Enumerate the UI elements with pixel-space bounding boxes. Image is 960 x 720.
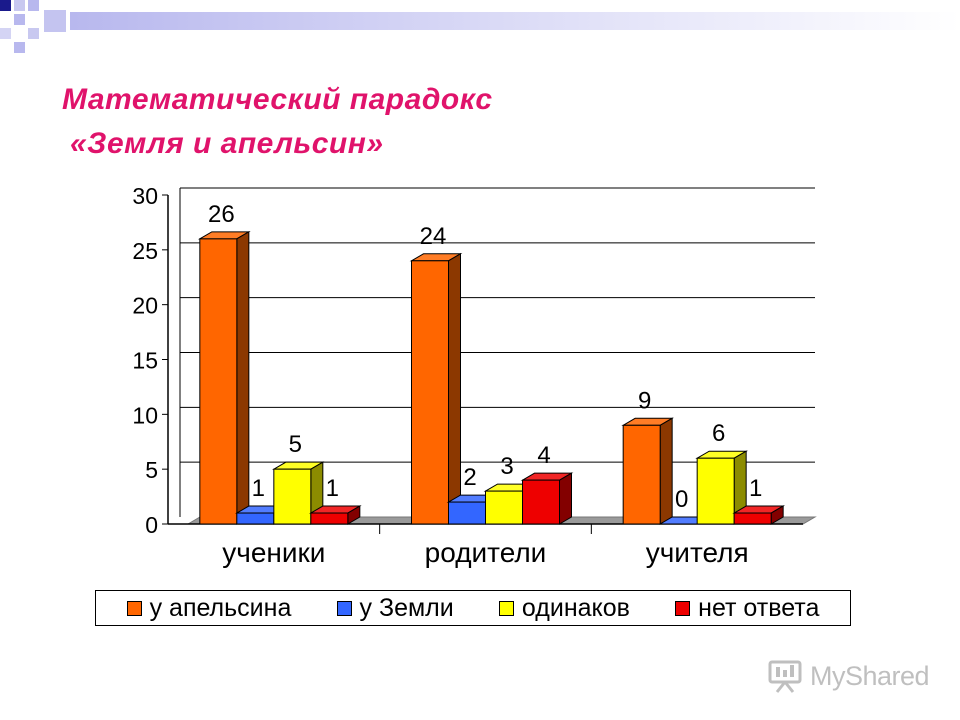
data-label: 0 (675, 486, 688, 513)
legend-swatch (675, 600, 691, 616)
legend-label: одинаков (521, 593, 630, 622)
bar (310, 512, 349, 525)
data-label: 5 (289, 431, 302, 458)
legend-item: у апельсина (126, 593, 292, 623)
watermark: MyShared (768, 656, 930, 696)
data-label: 4 (537, 442, 550, 469)
slide-title-line2: «Земля и апельсин» (70, 127, 384, 160)
legend-label: у Земли (359, 593, 454, 622)
y-tick-label: 30 (132, 183, 158, 209)
slide-title: Математический парадокс «Земля и апельси… (62, 78, 493, 166)
legend-swatch (336, 600, 352, 616)
data-label: 6 (712, 420, 725, 447)
bar-side (448, 252, 461, 525)
y-tick-label: 15 (132, 348, 158, 374)
data-label: 2 (463, 464, 476, 491)
legend-item: одинаков (498, 593, 630, 623)
data-label: 1 (252, 475, 265, 502)
data-label: 26 (208, 201, 235, 228)
y-tick-label: 20 (132, 293, 158, 319)
corner-decoration (0, 0, 960, 53)
watermark-text: MyShared (810, 660, 930, 691)
bar (622, 424, 661, 525)
data-label: 9 (638, 387, 651, 414)
data-label: 1 (749, 475, 762, 502)
bar-side (559, 472, 572, 525)
bar-side (236, 230, 250, 525)
bar (696, 457, 735, 525)
bar (522, 479, 560, 525)
legend-label: нет ответа (698, 593, 820, 622)
bar (485, 490, 523, 525)
data-label: 3 (500, 453, 513, 480)
y-tick-label: 5 (145, 457, 158, 483)
slide-title-line1: Математический парадокс (62, 83, 493, 116)
x-tick-label: учителя (646, 537, 749, 568)
bar (733, 512, 772, 525)
chart-legend: у апельсина у Земли одинаков нет ответа (95, 590, 851, 626)
legend-item: у Земли (336, 593, 454, 623)
legend-label: у апельсина (149, 593, 292, 622)
legend-item: нет ответа (675, 594, 819, 623)
bar (448, 501, 486, 525)
presentation-board-icon (768, 660, 802, 693)
bar-side (659, 417, 673, 525)
x-tick-label: ученики (222, 537, 325, 568)
data-label: 1 (326, 475, 339, 502)
bar (273, 468, 312, 525)
bar (199, 238, 238, 525)
bar (236, 512, 275, 525)
y-tick-label: 0 (145, 512, 158, 538)
x-tick-label: родители (425, 537, 547, 568)
y-tick-label: 25 (132, 238, 158, 264)
bar (411, 260, 449, 525)
y-tick-label: 10 (132, 402, 158, 428)
data-label: 24 (420, 223, 447, 250)
legend-swatch (126, 600, 142, 616)
legend-swatch (498, 600, 514, 616)
